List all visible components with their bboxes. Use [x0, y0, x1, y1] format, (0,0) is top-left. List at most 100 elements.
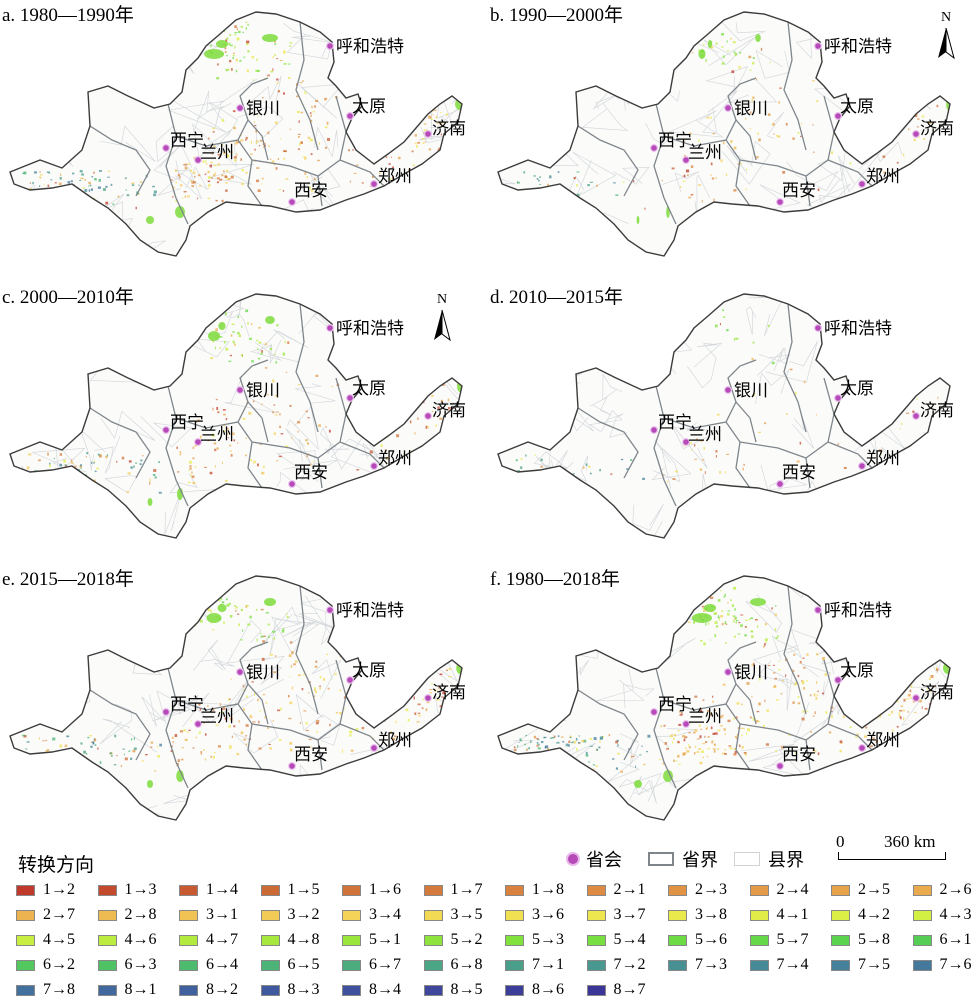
change-patch [194, 25, 197, 27]
change-patch [601, 736, 603, 739]
change-patch [286, 616, 289, 618]
province-boundary [827, 723, 873, 751]
change-patch [268, 743, 271, 745]
city-label: 西安 [782, 463, 816, 483]
change-patch [557, 735, 560, 737]
change-patch [212, 755, 215, 759]
county-boundary [69, 216, 111, 247]
change-patch [417, 141, 420, 144]
change-patch [704, 471, 706, 475]
legend-item-label: 8→6 [532, 981, 564, 998]
capital-marker [814, 605, 823, 614]
change-patch [719, 323, 721, 326]
change-patch [725, 173, 728, 177]
legend-swatch [586, 909, 606, 921]
change-patch [232, 432, 235, 436]
province-boundary [317, 457, 323, 489]
change-patch [225, 312, 227, 316]
change-patch [540, 465, 543, 468]
change-patch [280, 707, 282, 711]
change-patch [234, 32, 238, 34]
change-patch [90, 745, 93, 748]
county-boundary [264, 218, 318, 235]
capital-marker [326, 41, 335, 50]
change-patch [243, 708, 246, 711]
capital-marker [776, 480, 785, 489]
change-patch [219, 336, 223, 338]
change-patch [189, 465, 192, 468]
change-patch [323, 678, 326, 681]
change-patch [907, 659, 911, 662]
county-boundary [190, 701, 237, 723]
change-patch [278, 90, 280, 93]
change-patch [691, 604, 694, 607]
change-patch [434, 376, 436, 380]
change-patch [156, 746, 159, 748]
change-patch [220, 711, 224, 714]
province-boundary [725, 139, 751, 207]
change-patch [211, 152, 213, 155]
legend-item: 3→7 [586, 905, 646, 925]
county-boundary [727, 240, 755, 256]
city-label: 济南 [432, 683, 466, 703]
change-patch [753, 662, 755, 666]
county-boundary [295, 693, 341, 731]
change-patch [187, 731, 189, 734]
change-patch [704, 735, 706, 738]
change-patch [145, 754, 148, 756]
north-label: N [436, 292, 448, 307]
change-patch [246, 695, 248, 698]
change-patch [773, 664, 775, 666]
legend-swatch [749, 959, 769, 971]
change-patch [730, 599, 732, 601]
county-boundary [713, 13, 766, 42]
legend-item-label: 5→8 [858, 931, 890, 948]
capital-marker [814, 323, 823, 332]
change-patch [218, 745, 221, 748]
change-patch [765, 641, 767, 644]
change-patch [227, 68, 230, 71]
change-patch [204, 35, 206, 37]
county-boundary [675, 225, 690, 246]
change-patch [139, 181, 143, 183]
change-patch [696, 751, 700, 753]
change-patch [417, 659, 420, 661]
legend-item-label: 3→7 [613, 906, 646, 923]
province-boundary [339, 441, 385, 469]
change-patch [175, 181, 177, 184]
city-label: 郑州 [378, 731, 412, 751]
change-patch [937, 706, 940, 709]
change-patch [218, 21, 221, 24]
change-patch [207, 705, 209, 707]
change-patch [641, 745, 643, 747]
change-patch [229, 745, 232, 747]
change-patch [275, 361, 278, 364]
change-patch [720, 615, 724, 618]
change-patch [913, 138, 916, 141]
change-patch [817, 752, 820, 756]
change-patch [677, 754, 680, 758]
change-patch [816, 100, 819, 103]
change-patch [212, 629, 215, 631]
change-patch [776, 699, 779, 701]
change-patch [906, 412, 910, 414]
legend-item: 1→3 [97, 880, 157, 900]
change-patch [183, 164, 186, 166]
change-patch [229, 615, 233, 618]
county-boundary [602, 373, 623, 401]
change-patch [215, 199, 218, 202]
change-patch [437, 406, 440, 409]
change-patch [737, 633, 741, 635]
change-patch [735, 620, 739, 622]
change-patch [272, 68, 274, 72]
legend-item: 5→1 [342, 930, 401, 950]
change-patch [131, 182, 135, 185]
change-patch [748, 55, 752, 59]
change-patch [215, 303, 218, 306]
change-patch [536, 744, 539, 747]
change-patch [598, 746, 601, 749]
change-patch [214, 752, 216, 754]
change-patch [702, 596, 705, 599]
change-patch [303, 710, 307, 712]
change-patch [296, 83, 298, 86]
